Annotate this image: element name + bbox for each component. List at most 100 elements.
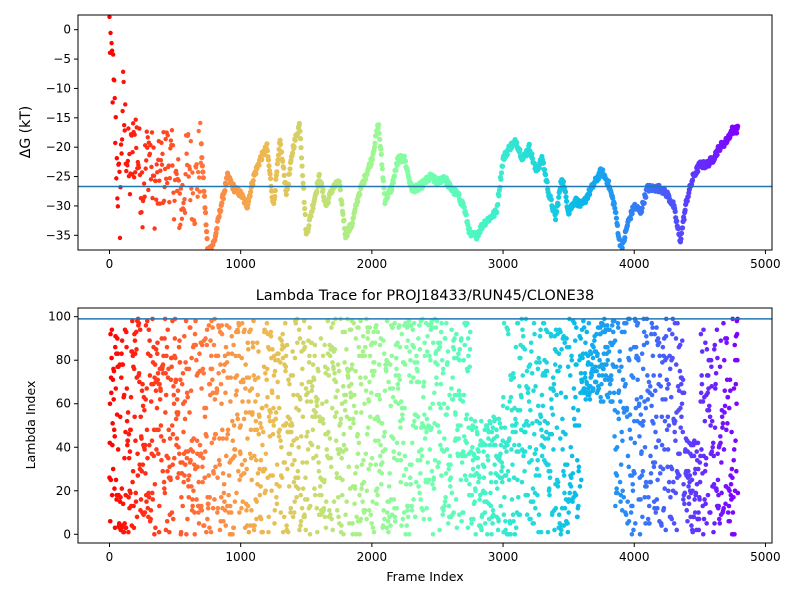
lambda-point <box>137 462 142 467</box>
delta-g-point <box>643 194 649 200</box>
lambda-point <box>409 440 415 446</box>
lambda-point <box>361 458 366 463</box>
lambda-point <box>221 368 226 374</box>
lambda-point <box>250 410 255 415</box>
lambda-point <box>715 477 721 483</box>
delta-g-point <box>678 230 685 236</box>
delta-g-point <box>248 189 254 195</box>
lambda-point <box>689 523 694 528</box>
lambda-point <box>356 353 362 359</box>
lambda-point <box>255 375 261 380</box>
delta-g-point <box>496 193 502 199</box>
lambda-point <box>164 344 170 350</box>
lambda-point <box>659 442 665 448</box>
lambda-point <box>554 392 559 398</box>
lambda-point <box>620 438 625 444</box>
lambda-point <box>142 447 147 452</box>
lambda-point <box>358 375 363 380</box>
lambda-point <box>644 484 649 489</box>
lambda-point <box>489 532 494 537</box>
lambda-point <box>443 336 448 341</box>
lambda-point <box>211 342 217 348</box>
delta-g-point <box>339 201 345 207</box>
delta-g-point <box>281 165 287 171</box>
lambda-point <box>515 320 521 326</box>
lambda-point <box>711 453 717 459</box>
lambda-point <box>339 455 344 461</box>
delta-g-point <box>627 216 634 222</box>
delta-g-point <box>279 149 285 155</box>
lambda-point <box>438 381 444 387</box>
lambda-point <box>347 416 352 422</box>
lambda-point <box>381 338 386 343</box>
delta-g-point <box>350 215 357 221</box>
lambda-point <box>391 436 396 441</box>
lambda-point <box>322 477 327 483</box>
lambda-point <box>118 495 123 500</box>
delta-g-point <box>362 176 369 182</box>
lambda-point <box>717 521 723 526</box>
lambda-point <box>470 466 476 472</box>
lambda-point <box>243 362 248 367</box>
lambda-point <box>643 405 649 411</box>
lambda-point <box>679 401 685 407</box>
lambda-point <box>339 492 345 498</box>
delta-g-point <box>641 200 647 206</box>
lambda-point <box>628 436 634 441</box>
lambda-point <box>277 427 283 433</box>
lambda-point <box>413 479 419 485</box>
lambda-point <box>421 379 427 385</box>
lambda-point <box>294 495 299 500</box>
delta-g-point <box>140 225 145 230</box>
delta-g-point <box>498 176 504 182</box>
delta-g-point <box>402 158 409 164</box>
lambda-point <box>481 449 486 454</box>
lambda-axes-frame <box>77 307 773 544</box>
lambda-point <box>618 499 623 504</box>
lambda-point <box>725 421 730 426</box>
lambda-point <box>374 501 379 507</box>
lambda-point <box>669 466 675 472</box>
lambda-point <box>731 447 737 452</box>
lambda-point <box>223 523 229 528</box>
lambda-point <box>717 364 723 370</box>
lambda-point <box>283 368 288 374</box>
lambda-point <box>628 347 633 352</box>
lambda-point <box>250 340 256 346</box>
lambda-point <box>287 416 293 422</box>
lambda-point <box>338 421 343 426</box>
lambda-point <box>229 333 235 339</box>
lambda-point <box>344 347 349 352</box>
x-tick-label: 2000 <box>357 257 388 271</box>
lambda-point <box>720 421 726 426</box>
delta-g-point <box>379 166 385 172</box>
delta-g-point <box>529 156 536 162</box>
lambda-point <box>552 362 558 367</box>
delta-g-point <box>548 197 554 203</box>
delta-g-point <box>298 155 305 161</box>
lambda-point <box>392 518 398 524</box>
lambda-point <box>154 351 160 356</box>
lambda-point <box>108 331 113 337</box>
lambda-point <box>616 388 622 393</box>
lambda-point <box>581 318 586 324</box>
lambda-point <box>616 368 622 374</box>
lambda-point <box>264 366 270 372</box>
lambda-point <box>330 527 336 533</box>
lambda-point <box>441 436 447 441</box>
lambda-point <box>351 392 357 398</box>
lambda-point <box>729 429 734 435</box>
lambda-point <box>595 351 600 356</box>
y-tick-label: 80 <box>56 353 71 367</box>
lambda-point <box>556 368 561 374</box>
lambda-point <box>485 532 490 537</box>
lambda-point <box>153 525 158 531</box>
lambda-point <box>120 501 126 507</box>
lambda-point <box>353 368 358 374</box>
lambda-point <box>552 527 557 533</box>
lambda-point <box>648 471 654 476</box>
lambda-point <box>495 527 501 533</box>
lambda-point <box>265 394 270 400</box>
lambda-point <box>202 475 208 481</box>
lambda-point <box>476 449 481 454</box>
